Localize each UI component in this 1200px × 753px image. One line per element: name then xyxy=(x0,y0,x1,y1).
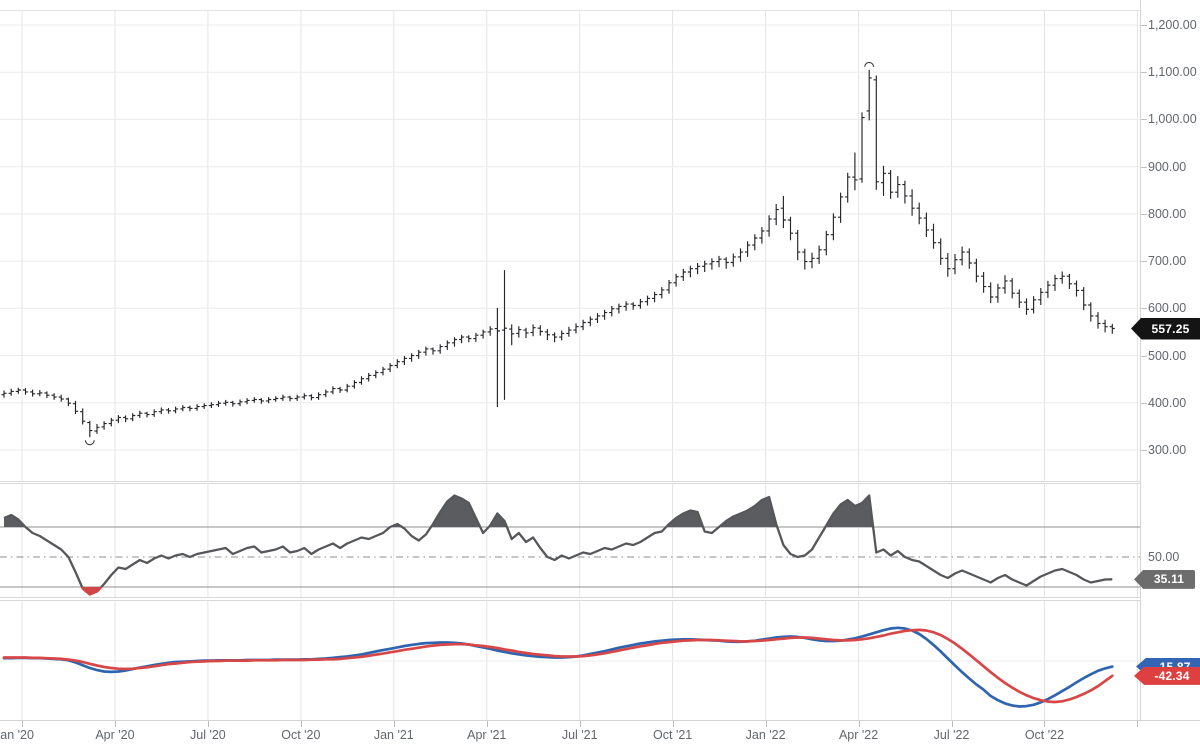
major-low-marker xyxy=(84,440,95,446)
rsi-axis-label: 50.00 xyxy=(1148,550,1180,564)
price-axis-tick xyxy=(1141,166,1147,168)
rsi-value-badge: 35.11 xyxy=(1134,569,1195,589)
time-axis-tick xyxy=(486,721,488,727)
time-axis-tick xyxy=(579,721,581,727)
time-axis-label: Jul '22 xyxy=(933,728,970,742)
price-axis-label: 1,100.00 xyxy=(1148,65,1197,80)
price-axis-label: 600.00 xyxy=(1148,301,1187,316)
time-axis-tick xyxy=(1044,721,1046,727)
time-axis-label: Apr '20 xyxy=(95,728,135,742)
time-axis-tick xyxy=(858,721,860,727)
time-axis-label: Jan '22 xyxy=(745,728,786,742)
time-axis-tick xyxy=(1137,721,1139,727)
chart-top-border xyxy=(0,10,1200,11)
price-axis-label: 1,000.00 xyxy=(1148,112,1197,127)
time-axis-label: Oct '22 xyxy=(1024,728,1065,742)
rsi-oversold-fill xyxy=(4,587,1113,595)
oscillator-slow-badge: -42.34 xyxy=(1134,666,1200,685)
time-axis-label: Oct '20 xyxy=(281,728,321,742)
time-axis-tick xyxy=(672,721,674,727)
time-axis[interactable]: Jan '20 Apr '20 Jul '20 Oct '20 Jan '21 Apr '… xyxy=(0,720,1200,753)
rsi-line xyxy=(3,494,1113,596)
price-ohlc-series xyxy=(1,69,1115,438)
rsi-value: 35.11 xyxy=(1153,572,1185,587)
rsi-overbought-fill xyxy=(4,495,1113,527)
rsi-line-oversold-segment xyxy=(80,587,103,596)
price-axis-label: 800.00 xyxy=(1148,206,1187,221)
fast-line-blue xyxy=(2,626,1114,708)
time-axis-tick xyxy=(114,721,116,727)
price-axis-label: 400.00 xyxy=(1148,395,1187,410)
price-axis-tick xyxy=(1141,355,1147,357)
price-gridlines xyxy=(0,24,1140,451)
major-high-marker xyxy=(864,61,875,67)
vertical-gridlines xyxy=(21,10,1138,720)
price-axis-label: 300.00 xyxy=(1148,442,1187,457)
price-axis-tick xyxy=(1141,72,1147,74)
price-axis-tick xyxy=(1141,449,1147,451)
price-axis-tick xyxy=(1141,213,1147,215)
time-axis-label: Jul '20 xyxy=(190,728,226,742)
time-axis-tick xyxy=(393,721,395,727)
price-axis-label: 1,200.00 xyxy=(1148,18,1197,32)
price-axis-tick xyxy=(1141,402,1147,404)
time-axis-tick xyxy=(951,721,953,727)
price-axis-tick xyxy=(1141,308,1147,310)
price-axis-label: 700.00 xyxy=(1148,254,1187,269)
time-axis-label: Apr '22 xyxy=(838,728,879,742)
last-price-value: 557.25 xyxy=(1151,321,1190,336)
time-axis-label: Jan '21 xyxy=(373,728,414,742)
time-axis-label: Jul '21 xyxy=(561,728,598,742)
time-axis-tick xyxy=(22,721,23,727)
oscillator-slow-value: -42.34 xyxy=(1154,668,1190,683)
price-axis-label: 500.00 xyxy=(1148,348,1187,363)
chart-plot-area[interactable] xyxy=(0,0,1140,753)
time-axis-tick xyxy=(765,721,767,727)
last-price-badge: 557.25 xyxy=(1131,317,1200,340)
price-axis-label: 900.00 xyxy=(1148,159,1187,174)
time-axis-tick xyxy=(207,721,209,727)
slow-line-red xyxy=(2,628,1114,704)
time-axis-label: Apr '21 xyxy=(467,728,507,742)
price-axis-tick xyxy=(1141,119,1147,121)
price-axis[interactable]: 1,200.00 1,100.00 1,000.00 900.00 800.00 700.… xyxy=(1140,0,1200,753)
price-axis-tick xyxy=(1141,261,1147,263)
price-axis-tick xyxy=(1141,25,1147,26)
time-axis-label: Jan '20 xyxy=(0,728,34,742)
time-axis-tick xyxy=(300,721,302,727)
time-axis-label: Oct '21 xyxy=(653,728,693,742)
